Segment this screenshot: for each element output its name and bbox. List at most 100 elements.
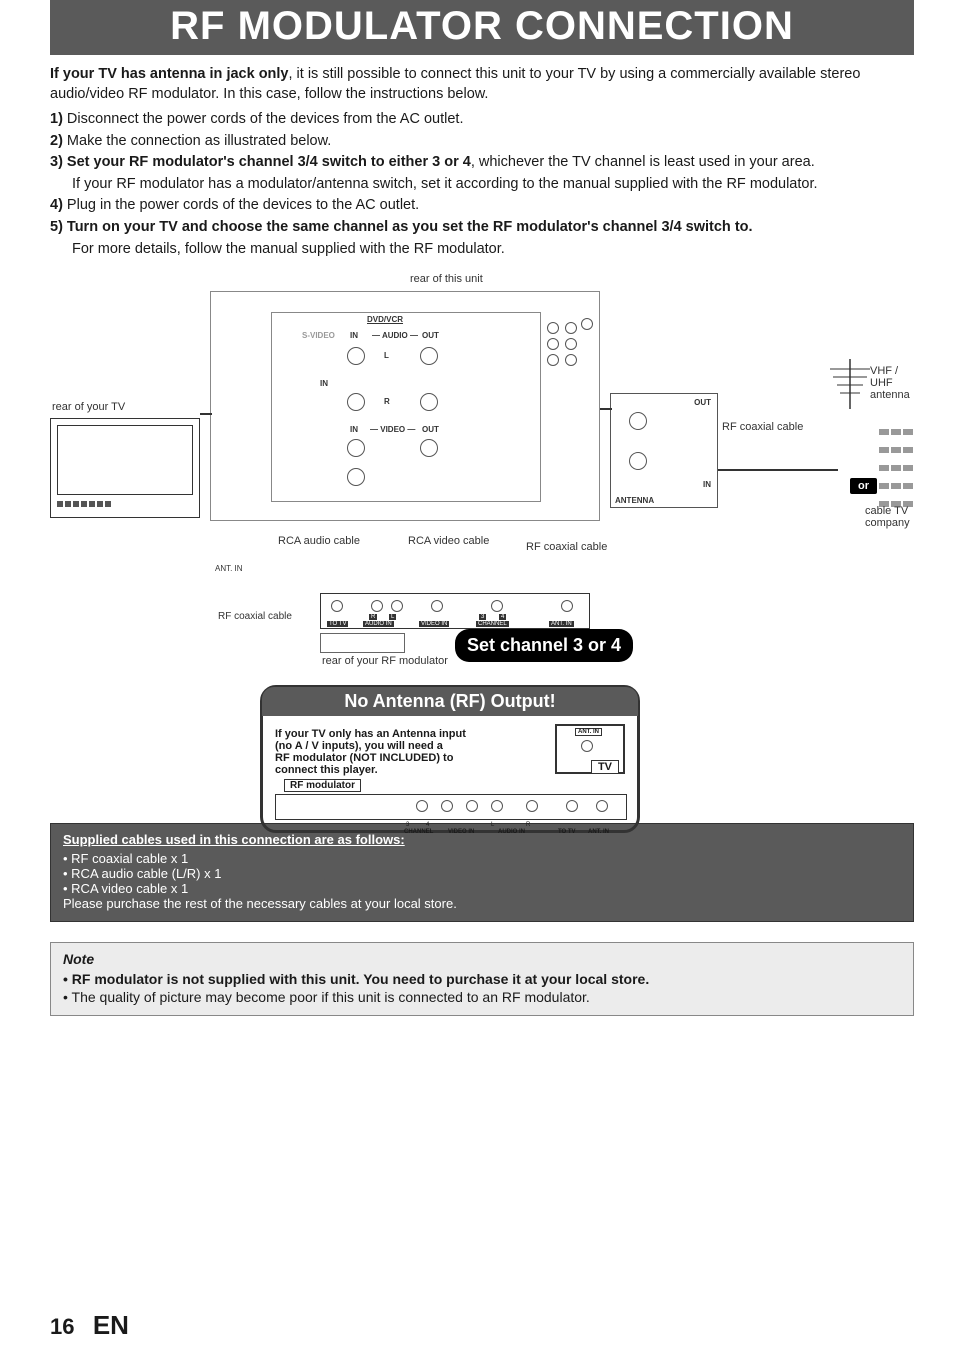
videoin-lbl: VIDEO IN [419, 621, 449, 627]
3-lbl: 3 [479, 614, 486, 620]
step-3b: If your RF modulator has a modulator/ant… [50, 175, 914, 195]
no-antenna-header: No Antenna (RF) Output! [262, 687, 638, 716]
rfcoax-small: RF coaxial cable [218, 611, 292, 622]
t: L [491, 822, 494, 828]
unit-inner: DVD/VCR S-VIDEO IN — AUDIO — OUT L R IN … [271, 312, 541, 502]
vout-label: OUT [422, 425, 439, 434]
mod-port [391, 600, 403, 612]
antin-lbl: ANT. IN [549, 621, 574, 627]
rf-modulator-rear: TO TV AUDIO IN R L VIDEO IN 3 4 CHANNEL … [320, 593, 590, 629]
out-lbl: OUT [694, 398, 711, 407]
4-lbl: 4 [499, 614, 506, 620]
audio-r-out-port [420, 393, 438, 411]
antin-label: ANT. IN [215, 565, 243, 574]
step-4: 4) Plug in the power cords of the device… [50, 196, 914, 216]
or-badge: or [850, 478, 877, 494]
r-label: R [384, 397, 390, 406]
vin-label: IN [350, 425, 358, 434]
set-channel-badge: Set channel 3 or 4 [455, 629, 633, 662]
small-port [547, 322, 559, 334]
step-num: 3) Set your RF modulator's channel 3/4 s… [50, 154, 471, 170]
dvdvcr-label: DVD/VCR [367, 315, 403, 324]
mini-antin: ANT. IN [575, 728, 602, 736]
rfmod-label: RF modulator [284, 779, 361, 792]
small-port [547, 338, 559, 350]
mod-port [491, 600, 503, 612]
step-text: , whichever the TV channel is least used… [471, 154, 815, 170]
rfm-port [466, 800, 478, 812]
rfm-port [441, 800, 453, 812]
l-lbl: L [389, 614, 396, 620]
step-3: 3) Set your RF modulator's channel 3/4 s… [50, 153, 914, 173]
step-num: 2) [50, 133, 63, 149]
ch-lbl: CHANNEL [476, 621, 509, 627]
step-text: Plug in the power cords of the devices t… [63, 197, 419, 213]
rca-video-label: RCA video cable [408, 535, 489, 547]
intro-text: If your TV has antenna in jack only, it … [50, 65, 914, 104]
mod-port [331, 600, 343, 612]
rfm-port [596, 800, 608, 812]
rfm-port [566, 800, 578, 812]
mod-display [320, 633, 405, 653]
ant-port [629, 412, 647, 430]
t: VIDEO IN [448, 829, 474, 835]
step-5b: For more details, follow the manual supp… [50, 240, 914, 260]
antenna-lbl: ANTENNA [615, 496, 654, 505]
rear-mod-label: rear of your RF modulator [322, 655, 448, 667]
step-num: 4) [50, 197, 63, 213]
video-in-port [347, 439, 365, 457]
mini-port [581, 740, 593, 752]
note-item: RF modulator is not supplied with this u… [63, 971, 901, 987]
rear-unit-label: rear of this unit [410, 273, 483, 285]
t: CHANNEL [404, 829, 433, 835]
tv-panel [57, 499, 193, 515]
audioin-lbl: AUDIO IN [363, 621, 394, 627]
supplied-item: • RCA video cable x 1 [63, 881, 901, 896]
step-num: 1) [50, 111, 63, 127]
instruction-list: 1) Disconnect the power cords of the dev… [50, 110, 914, 259]
t: ANT. IN [588, 829, 609, 835]
small-port [565, 322, 577, 334]
tv-rear [50, 418, 200, 518]
step-text: Make the connection as illustrated below… [63, 133, 331, 149]
wire [600, 408, 612, 410]
in-label: IN [350, 331, 358, 340]
no-antenna-panel: No Antenna (RF) Output! If your TV only … [260, 685, 640, 833]
page-title: RF MODULATOR CONNECTION [50, 0, 914, 55]
t: AUDIO [382, 331, 408, 340]
in-lbl: IN [703, 480, 711, 489]
note-item: The quality of picture may become poor i… [63, 989, 901, 1005]
out-label: OUT [422, 331, 439, 340]
small-port [581, 318, 593, 330]
rfm-port [526, 800, 538, 812]
rca-audio-label: RCA audio cable [278, 535, 360, 547]
mod-port [561, 600, 573, 612]
extra-port [347, 468, 365, 486]
small-port [565, 354, 577, 366]
video-label: — VIDEO — [370, 425, 415, 434]
antenna-splitter: OUT IN ANTENNA [610, 393, 718, 508]
audio-r-in-port [347, 393, 365, 411]
wire [200, 413, 212, 415]
step-text: Disconnect the power cords of the device… [63, 111, 464, 127]
rear-tv-label: rear of your TV [52, 401, 125, 413]
t: AUDIO IN [498, 829, 525, 835]
page-footer: 16 EN [50, 1310, 129, 1341]
t: R [526, 822, 530, 828]
lang-code: EN [93, 1310, 129, 1340]
small-port [565, 338, 577, 350]
small-port [547, 354, 559, 366]
mod-port [371, 600, 383, 612]
rfmod-box: RF modulator 3 4 CHANNEL VIDEO IN L R AU… [275, 794, 627, 820]
supplied-header: Supplied cables used in this connection … [63, 832, 901, 847]
supplied-cables-box: Supplied cables used in this connection … [50, 823, 914, 922]
supplied-item: • RCA audio cable (L/R) x 1 [63, 866, 901, 881]
rfm-port [491, 800, 503, 812]
video-out-port [420, 439, 438, 457]
ant-port [629, 452, 647, 470]
in-label2: IN [320, 379, 328, 388]
t: 4 [426, 822, 429, 828]
t: VIDEO [380, 425, 405, 434]
cable-company-icon [878, 423, 914, 513]
t: TO TV [558, 829, 576, 835]
